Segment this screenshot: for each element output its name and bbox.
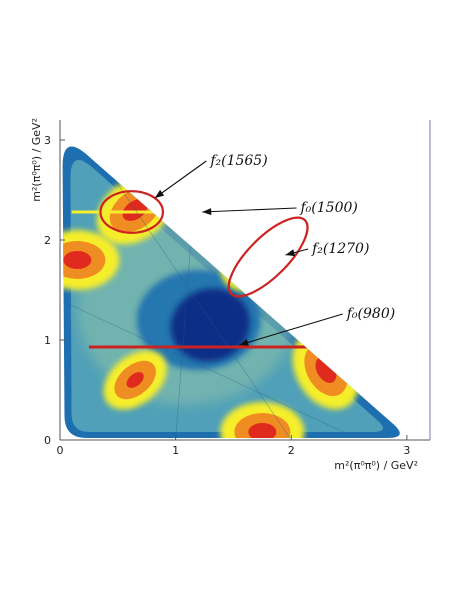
annotation-label: f₀(1500) — [300, 200, 358, 216]
annotation-arrow-head — [239, 339, 249, 346]
annotation-3: f₀(980) — [239, 306, 395, 346]
density-region-3 — [103, 350, 167, 410]
y-tick-label: 2 — [44, 234, 51, 247]
guide-line-1 — [62, 299, 361, 438]
annotation-arrow-line — [154, 160, 207, 199]
resonance-ellipses — [99, 190, 309, 298]
annotation-arrow-head — [154, 189, 165, 198]
annotation-1: f₀(1500) — [202, 200, 358, 216]
density-contour — [170, 288, 250, 362]
y-tick-label: 3 — [44, 134, 51, 147]
x-axis-label: m²(π⁰π⁰) / GeV² — [334, 459, 418, 472]
resonance-annotations: f₂(1565) f₀(1500) f₂(1270) f₀(980) — [154, 153, 395, 346]
resonance-ellipse-0 — [99, 190, 165, 234]
density-contour — [232, 231, 281, 279]
density-region-6 — [170, 288, 250, 362]
y-ticks: 0 1 2 3 — [44, 134, 65, 447]
dalitz-interior — [62, 146, 383, 438]
x-tick-label: 0 — [57, 444, 64, 457]
annotation-0: f₂(1565) — [154, 153, 268, 199]
annotation-label: f₀(980) — [346, 306, 395, 322]
annotation-arrow-line — [239, 313, 343, 346]
annotation-label: f₂(1565) — [209, 153, 267, 169]
x-tick-label: 1 — [172, 444, 179, 457]
annotation-label: f₂(1270) — [311, 241, 369, 257]
annotation-arrow-head — [202, 208, 212, 216]
x-tick-label: 2 — [288, 444, 295, 457]
dalitz-distribution — [62, 146, 400, 438]
guide-line-0 — [94, 149, 292, 438]
density-contour — [63, 251, 92, 269]
x-tick-label: 3 — [403, 444, 410, 457]
resonance-ellipse-1 — [227, 216, 309, 298]
x-ticks: 0 1 2 3 — [57, 435, 410, 457]
density-contour — [126, 372, 144, 388]
annotation-2: f₂(1270) — [285, 241, 369, 257]
density-contour — [244, 243, 269, 267]
annotation-arrow-head — [285, 249, 296, 257]
y-tick-label: 0 — [44, 434, 51, 447]
y-tick-label: 1 — [44, 334, 51, 347]
density-region-4 — [220, 402, 305, 438]
y-axis-label: m²(π⁰π⁰) / GeV² — [30, 118, 43, 202]
plot-frame — [59, 120, 431, 441]
density-contour — [248, 423, 277, 438]
annotation-arrow-line — [202, 207, 297, 213]
